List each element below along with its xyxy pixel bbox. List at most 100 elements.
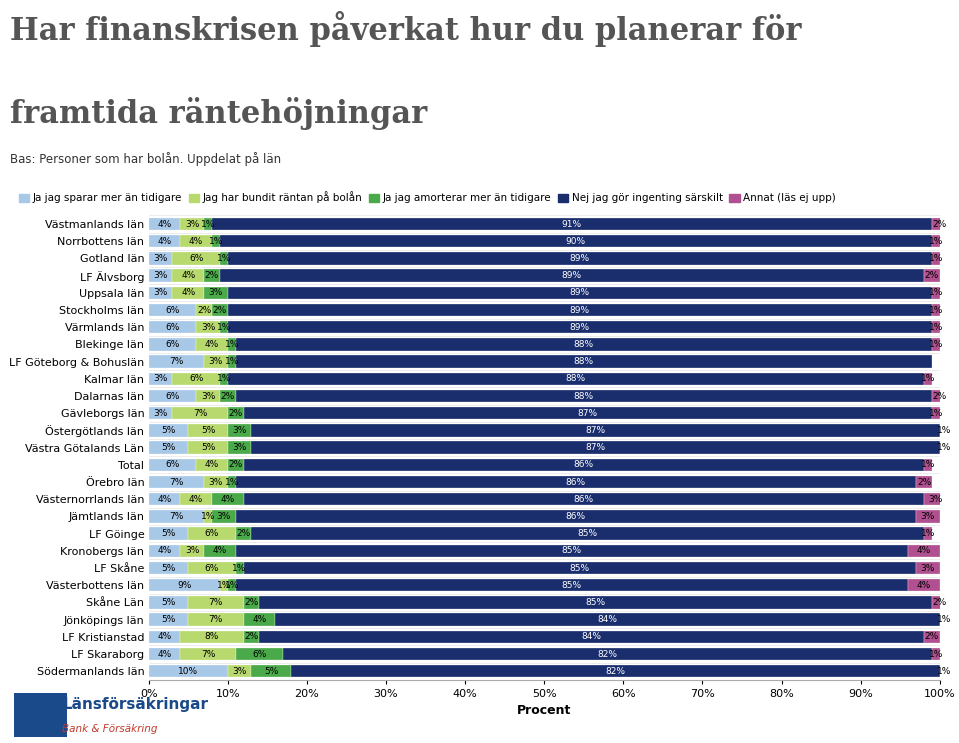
Text: 3%: 3% <box>232 426 246 435</box>
Bar <box>149 218 180 230</box>
Text: 2%: 2% <box>917 478 931 487</box>
Text: 1%: 1% <box>928 649 943 658</box>
Bar <box>908 579 940 591</box>
Text: 1%: 1% <box>928 288 943 297</box>
Bar <box>188 441 228 454</box>
Bar <box>244 596 259 609</box>
Bar <box>940 424 947 437</box>
Bar <box>932 304 940 317</box>
Bar <box>924 458 932 471</box>
Text: 6%: 6% <box>165 461 179 470</box>
Bar <box>212 510 236 522</box>
Text: 2%: 2% <box>933 598 947 607</box>
Text: 3%: 3% <box>185 220 199 229</box>
Bar <box>251 424 940 437</box>
Bar <box>916 476 932 488</box>
Text: 5%: 5% <box>161 615 175 624</box>
Text: 88%: 88% <box>573 357 594 366</box>
Text: 8%: 8% <box>205 632 219 641</box>
Bar <box>188 424 228 437</box>
Text: 10%: 10% <box>178 666 199 675</box>
Bar <box>204 476 228 488</box>
Text: 87%: 87% <box>577 409 597 418</box>
Legend: Ja jag sparar mer än tidigare, Jag har bundit räntan på bolån, Ja jag amorterar : Ja jag sparar mer än tidigare, Jag har b… <box>14 187 840 207</box>
Bar <box>244 631 259 643</box>
Bar <box>173 253 220 265</box>
Bar <box>251 528 924 540</box>
Bar <box>149 253 173 265</box>
Bar <box>228 407 244 420</box>
Bar <box>149 665 228 678</box>
Bar <box>149 373 173 385</box>
Text: 1%: 1% <box>200 512 215 521</box>
Bar <box>228 458 244 471</box>
Bar <box>220 390 236 402</box>
Bar <box>220 373 228 385</box>
Text: 89%: 89% <box>570 322 590 332</box>
Bar <box>228 579 236 591</box>
Text: 5%: 5% <box>161 529 175 538</box>
Text: 6%: 6% <box>189 254 203 263</box>
Text: 6%: 6% <box>189 374 203 383</box>
Text: 6%: 6% <box>205 529 219 538</box>
Text: 7%: 7% <box>209 598 223 607</box>
Text: 1%: 1% <box>937 443 951 452</box>
Text: 3%: 3% <box>200 322 215 332</box>
Text: 3%: 3% <box>928 495 943 504</box>
Text: 2%: 2% <box>221 392 235 400</box>
Text: 3%: 3% <box>153 409 168 418</box>
Bar <box>932 648 940 661</box>
Text: 4%: 4% <box>221 495 235 504</box>
Bar <box>228 424 251 437</box>
Text: 2%: 2% <box>245 632 259 641</box>
Bar <box>275 614 940 626</box>
Text: 6%: 6% <box>165 392 179 400</box>
Bar <box>204 270 220 282</box>
Bar <box>173 287 204 299</box>
Text: 1%: 1% <box>217 581 231 590</box>
Bar <box>149 493 180 505</box>
Bar <box>932 407 940 420</box>
Text: 5%: 5% <box>161 563 175 573</box>
Text: 1%: 1% <box>224 357 239 366</box>
Text: 1%: 1% <box>217 254 231 263</box>
Bar <box>173 270 204 282</box>
Bar <box>259 596 932 609</box>
Text: 2%: 2% <box>213 305 227 314</box>
Bar <box>283 648 932 661</box>
Bar <box>149 476 204 488</box>
Bar <box>924 528 932 540</box>
Bar <box>149 528 188 540</box>
Bar <box>228 373 924 385</box>
Text: 5%: 5% <box>161 443 175 452</box>
Text: framtida räntehöjningar: framtida räntehöjningar <box>10 97 427 129</box>
Text: 3%: 3% <box>217 512 231 521</box>
Bar <box>149 631 180 643</box>
Bar <box>932 321 940 334</box>
Bar <box>220 270 924 282</box>
Bar <box>916 562 940 574</box>
Bar <box>204 218 212 230</box>
Text: 85%: 85% <box>586 598 606 607</box>
Text: 1%: 1% <box>937 615 951 624</box>
Bar <box>244 458 924 471</box>
Text: 1%: 1% <box>928 305 943 314</box>
Text: 4%: 4% <box>252 615 267 624</box>
Bar <box>180 493 212 505</box>
Text: 4%: 4% <box>157 632 172 641</box>
Bar <box>236 355 932 368</box>
Bar <box>149 545 180 557</box>
Text: 2%: 2% <box>933 392 947 400</box>
Text: 1%: 1% <box>209 237 223 246</box>
Text: 88%: 88% <box>566 374 586 383</box>
Bar <box>149 270 173 282</box>
Bar <box>228 287 932 299</box>
Bar <box>236 579 908 591</box>
Bar <box>149 407 173 420</box>
Bar <box>244 614 275 626</box>
Bar <box>932 235 940 247</box>
Text: 2%: 2% <box>237 529 250 538</box>
Bar <box>188 596 244 609</box>
Bar <box>228 355 236 368</box>
Text: 3%: 3% <box>200 392 215 400</box>
